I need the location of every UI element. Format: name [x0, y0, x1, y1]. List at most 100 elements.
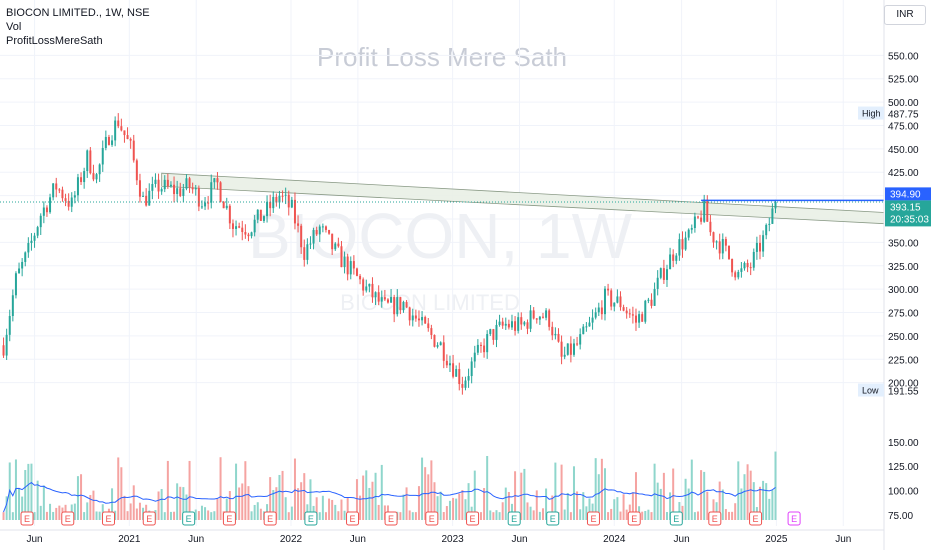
volume-bar [138, 502, 141, 520]
currency-button[interactable]: INR [884, 5, 926, 25]
volume-label[interactable]: Vol [6, 21, 22, 33]
volume-bar [712, 499, 715, 520]
symbol-line[interactable]: BIOCON LIMITED., 1W, NSE [6, 7, 150, 19]
candle-body [572, 343, 575, 355]
earnings-marker [304, 511, 318, 526]
candle-body [669, 254, 672, 270]
candle-body [107, 136, 110, 145]
candle-body [417, 318, 420, 321]
resistance-price-value: 394.90 [890, 189, 921, 200]
volume-bar [554, 462, 557, 520]
volume-bar [284, 497, 287, 520]
volume-bar [169, 511, 172, 520]
candle-body [514, 321, 517, 331]
candle-body [724, 239, 727, 246]
candle-body [616, 296, 619, 303]
candle-body [241, 227, 244, 233]
candle-body [259, 209, 262, 221]
volume-bar [179, 486, 182, 520]
volume-bar [83, 512, 86, 520]
volume-bar [293, 458, 296, 520]
earnings-marker-label: E [673, 514, 679, 524]
candle-body [687, 229, 690, 238]
volume-bar [405, 487, 408, 520]
candle-body [365, 286, 368, 291]
candle-body [619, 296, 622, 308]
candle-body [67, 200, 70, 207]
earnings-marker [346, 511, 360, 526]
volume-bar [774, 451, 777, 520]
volume-bar [746, 464, 749, 520]
candle-body [752, 251, 755, 268]
candle-body [520, 317, 523, 325]
time-tick-label: Jun [26, 534, 42, 545]
candle-body [45, 207, 48, 213]
candle-body [287, 194, 290, 208]
candle-body [452, 363, 455, 377]
volume-bar [278, 474, 281, 520]
candle-body [27, 243, 30, 253]
volume-bar [532, 510, 535, 520]
time-tick-label: Jun [674, 534, 690, 545]
candle-body [734, 272, 737, 278]
candle-body [247, 234, 250, 237]
candle-body [718, 241, 721, 254]
volume-bar [80, 474, 83, 520]
candle-body [207, 202, 210, 204]
candle-body [58, 189, 61, 191]
candle-body [430, 328, 433, 335]
candle-body [129, 139, 132, 141]
candle-body [228, 205, 231, 224]
candle-body [70, 197, 73, 207]
time-tick-label: Jun [511, 534, 527, 545]
volume-bar [724, 509, 727, 520]
candle-body [706, 199, 709, 222]
volume-bar [30, 463, 33, 520]
volume-bar [693, 512, 696, 520]
earnings-marker [749, 511, 763, 526]
candle-body [458, 369, 461, 385]
candle-body [774, 202, 777, 209]
volume-bar [507, 491, 510, 520]
watermark-symbol: BIOCON, 1W [248, 200, 633, 272]
volume-bar [359, 495, 362, 520]
volume-bar [619, 511, 622, 520]
candle-body [569, 343, 572, 355]
candle-body [445, 360, 448, 366]
volume-bar [579, 509, 582, 520]
low-marker-label: Low [862, 386, 879, 396]
volume-bar [585, 506, 588, 520]
volume-bar [188, 460, 191, 520]
volume-bar [24, 470, 27, 520]
candle-body [597, 307, 600, 313]
candle-body [182, 188, 185, 196]
volume-bar [439, 491, 442, 520]
candle-body [755, 242, 758, 252]
volume-bar [275, 487, 278, 520]
volume-bar [758, 486, 761, 520]
candle-body [374, 292, 377, 298]
candle-body [337, 243, 340, 247]
candle-body [24, 252, 27, 262]
volume-bar [402, 494, 405, 520]
indicator-label[interactable]: ProfitLossMereSath [6, 35, 103, 47]
candle-body [76, 177, 79, 196]
volume-bar [690, 459, 693, 520]
candle-body [526, 322, 529, 329]
volume-bar [225, 498, 228, 520]
earnings-marker-label: E [105, 514, 111, 524]
earnings-marker-label: E [146, 514, 152, 524]
volume-bar [241, 483, 244, 520]
candle-body [343, 256, 346, 268]
candle-body [303, 247, 306, 260]
earnings-marker-label: E [550, 514, 556, 524]
volume-bar [126, 511, 129, 520]
candle-body [634, 315, 637, 323]
candle-body [659, 268, 662, 278]
volume-bar [672, 468, 675, 520]
candle-body [18, 268, 21, 274]
volume-bar [114, 510, 117, 520]
candle-body [281, 195, 284, 197]
volume-bar [696, 511, 699, 520]
